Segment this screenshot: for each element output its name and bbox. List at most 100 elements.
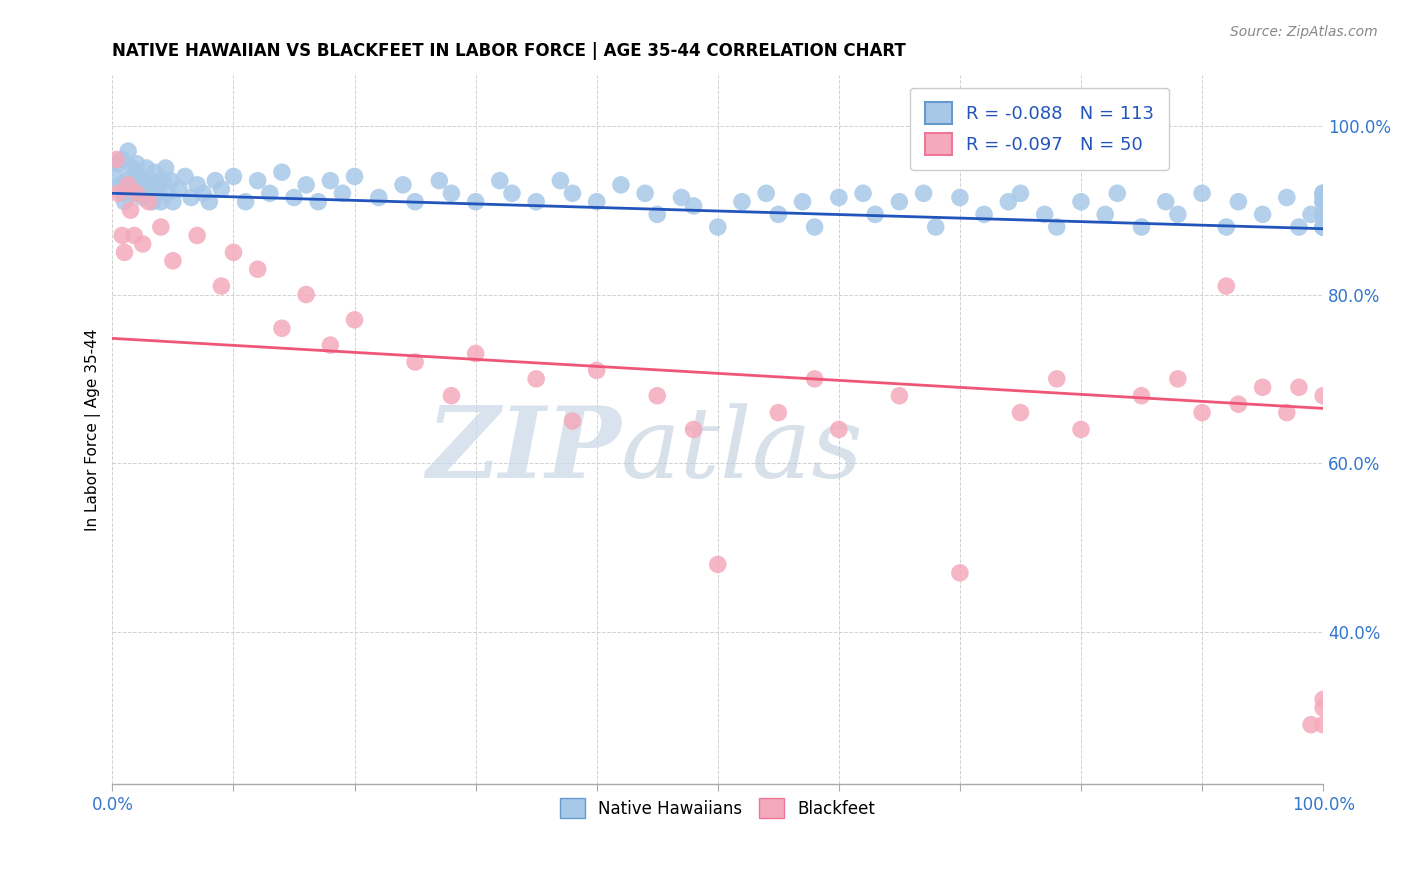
Point xyxy=(235,194,257,209)
Text: atlas: atlas xyxy=(621,403,863,499)
Point xyxy=(828,422,851,436)
Point xyxy=(1167,207,1189,221)
Point xyxy=(246,174,269,188)
Point xyxy=(1299,207,1322,221)
Point xyxy=(111,153,134,167)
Point xyxy=(155,161,177,175)
Point xyxy=(768,406,790,420)
Text: Source: ZipAtlas.com: Source: ZipAtlas.com xyxy=(1230,25,1378,39)
Point xyxy=(1275,406,1298,420)
Point xyxy=(149,194,172,209)
Point xyxy=(440,186,463,201)
Point xyxy=(138,194,160,209)
Point xyxy=(464,346,486,360)
Point xyxy=(1312,717,1334,731)
Point xyxy=(707,220,730,235)
Point xyxy=(755,186,778,201)
Point xyxy=(1312,207,1334,221)
Point xyxy=(198,194,221,209)
Point xyxy=(138,186,160,201)
Text: NATIVE HAWAIIAN VS BLACKFEET IN LABOR FORCE | AGE 35-44 CORRELATION CHART: NATIVE HAWAIIAN VS BLACKFEET IN LABOR FO… xyxy=(112,42,905,60)
Point xyxy=(1130,389,1153,403)
Point xyxy=(1312,194,1334,209)
Point xyxy=(115,174,138,188)
Point xyxy=(561,186,583,201)
Point xyxy=(427,174,450,188)
Point xyxy=(1046,220,1069,235)
Point xyxy=(157,186,180,201)
Point xyxy=(107,157,129,171)
Point xyxy=(1191,186,1213,201)
Point xyxy=(343,313,366,327)
Point xyxy=(105,153,128,167)
Point xyxy=(167,182,190,196)
Point xyxy=(889,194,911,209)
Point xyxy=(117,144,139,158)
Point xyxy=(1312,389,1334,403)
Point xyxy=(222,245,245,260)
Point xyxy=(585,363,607,377)
Point xyxy=(1312,220,1334,235)
Point xyxy=(295,178,318,192)
Point xyxy=(404,194,426,209)
Point xyxy=(186,178,208,192)
Point xyxy=(1227,397,1250,411)
Point xyxy=(121,161,143,175)
Point xyxy=(1312,207,1334,221)
Point xyxy=(159,174,181,188)
Point xyxy=(524,194,547,209)
Point xyxy=(319,174,342,188)
Point xyxy=(1167,372,1189,386)
Point xyxy=(1010,186,1032,201)
Point xyxy=(949,190,972,204)
Point xyxy=(148,186,170,201)
Point xyxy=(271,165,294,179)
Point xyxy=(122,186,145,201)
Point xyxy=(852,186,875,201)
Point xyxy=(180,190,202,204)
Point xyxy=(404,355,426,369)
Point xyxy=(997,194,1019,209)
Point xyxy=(1130,220,1153,235)
Point xyxy=(259,186,281,201)
Point xyxy=(186,228,208,243)
Point xyxy=(209,182,232,196)
Point xyxy=(1033,207,1056,221)
Point xyxy=(162,253,184,268)
Point xyxy=(131,190,153,204)
Point xyxy=(117,178,139,192)
Point xyxy=(1312,701,1334,715)
Point xyxy=(682,199,704,213)
Point xyxy=(1070,194,1092,209)
Point xyxy=(332,186,354,201)
Point xyxy=(1215,220,1237,235)
Point xyxy=(134,178,156,192)
Point xyxy=(319,338,342,352)
Point xyxy=(707,558,730,572)
Point xyxy=(501,186,523,201)
Point xyxy=(111,228,134,243)
Point xyxy=(585,194,607,209)
Point xyxy=(204,174,226,188)
Point xyxy=(120,178,142,192)
Point xyxy=(162,194,184,209)
Point xyxy=(105,169,128,184)
Point xyxy=(682,422,704,436)
Point xyxy=(1312,186,1334,201)
Point xyxy=(489,174,512,188)
Point xyxy=(1154,194,1177,209)
Point xyxy=(1312,186,1334,201)
Point xyxy=(731,194,754,209)
Text: ZIP: ZIP xyxy=(426,402,621,499)
Point xyxy=(1312,186,1334,201)
Point xyxy=(1312,692,1334,706)
Point xyxy=(1215,279,1237,293)
Point xyxy=(143,165,166,179)
Point xyxy=(1312,207,1334,221)
Point xyxy=(1312,207,1334,221)
Point xyxy=(125,186,148,201)
Point xyxy=(803,220,825,235)
Point xyxy=(610,178,633,192)
Point xyxy=(174,169,197,184)
Point xyxy=(1191,406,1213,420)
